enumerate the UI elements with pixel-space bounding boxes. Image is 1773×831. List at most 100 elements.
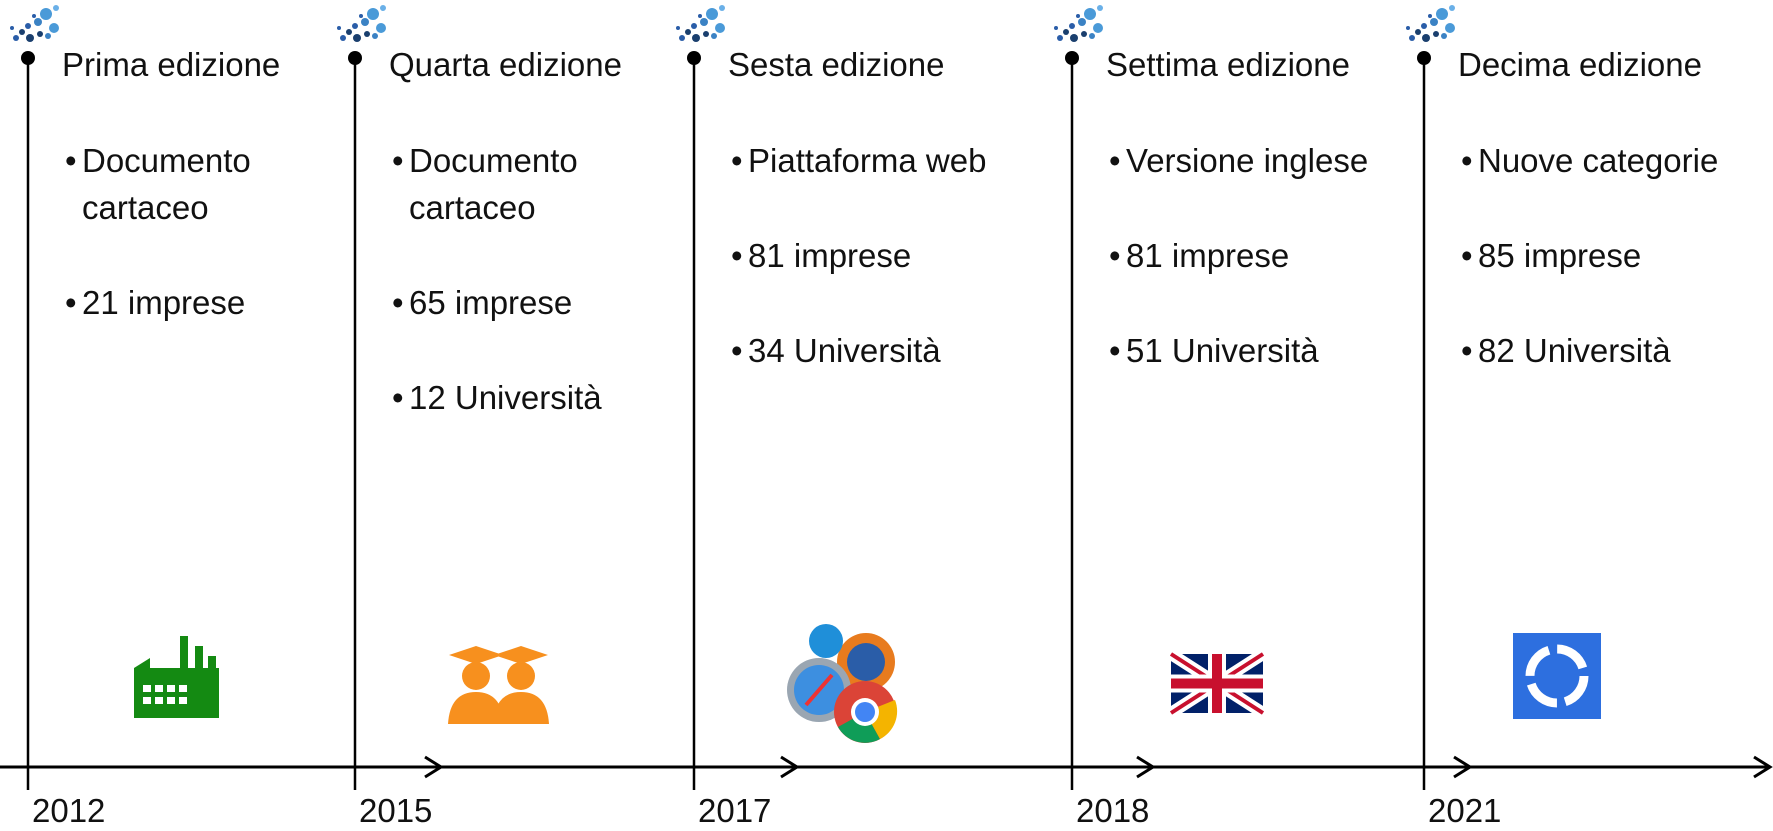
logo-dot [692,34,700,42]
year-label: 2012 [32,792,106,829]
logo-dot [1428,14,1432,18]
bullet-list: Documento cartaceo 65 imprese 12 Universit… [392,137,677,469]
logo-dot [352,23,358,29]
logo-dot [372,33,378,39]
logo-dot [359,14,363,18]
bullet-list: Piattaforma web 81 imprese 34 Università [731,137,1016,422]
logo-dot [45,33,51,39]
logo-dot [1406,26,1410,30]
graduates-icon [448,646,549,724]
bullet-list: Nuove categorie 85 imprese 82 Università [1461,137,1746,422]
logo-dot [1421,23,1427,29]
logo-dot [1422,34,1430,42]
timeline-columns [10,5,1455,790]
logo-dot [40,8,52,20]
logo-dot [1409,35,1415,41]
year-label: 2015 [359,792,433,829]
logo-dot [32,14,36,18]
logo-dot [19,29,25,35]
logo-dot [367,8,379,20]
logo-dot [1445,23,1455,33]
bullet-item: 34 Università [731,327,1016,374]
logo-dot [13,35,19,41]
logo-dot [337,26,341,30]
bullet-item: Nuove categorie [1461,137,1746,184]
logo-dot [346,29,352,35]
logo-dot [361,18,369,26]
logo-dot [698,14,702,18]
logo-dot [1054,26,1058,30]
factory-icon [134,636,219,718]
bullet-item: Piattaforma web [731,137,1016,184]
timeline-node [1417,51,1431,65]
bullet-item: Documento cartaceo [392,137,677,231]
bullet-item: 82 Università [1461,327,1746,374]
browsers-icon [787,624,898,743]
uk-flag-icon [1167,648,1267,719]
bullet-item: 81 imprese [731,232,1016,279]
logo-dot [1441,33,1447,39]
bullet-item: Documento cartaceo [65,137,350,231]
logo-dot [703,31,709,37]
logo-dot [1415,29,1421,35]
edition-title: Prima edizione [62,46,281,83]
logo-dot [1069,23,1075,29]
edition-title: Decima edizione [1458,46,1702,83]
logo-dot [1070,34,1078,42]
logo-dot [34,18,42,26]
logo-dot [364,31,370,37]
bullet-item: 85 imprese [1461,232,1746,279]
logo-dot [1081,31,1087,37]
logo-dot [700,18,708,26]
logo-dot [679,35,685,41]
timeline-node [1065,51,1079,65]
axis-arrows [424,755,1773,779]
logo-dot [706,8,718,20]
edition-title: Settima edizione [1106,46,1350,83]
bullet-list: Documento cartaceo 21 imprese [65,137,350,374]
logo-dot [1097,5,1103,11]
logo-dot [49,23,59,33]
bullet-item: 81 imprese [1109,232,1394,279]
logo-dot [715,23,725,33]
logo-dot [1063,29,1069,35]
bullet-item: 12 Università [392,374,677,421]
year-label: 2018 [1076,792,1150,829]
timeline-node [348,51,362,65]
logo-dot [1076,14,1080,18]
bullet-list: Versione inglese 81 imprese 51 Università [1109,137,1394,422]
logo-dot [1433,31,1439,37]
logo-dot [685,29,691,35]
year-label: 2017 [698,792,772,829]
logo-dot [25,23,31,29]
logo-dot [10,26,14,30]
timeline-node [21,51,35,65]
bullet-item: 21 imprese [65,279,350,326]
logo-dot [711,33,717,39]
logo-dot [1084,8,1096,20]
year-label: 2021 [1428,792,1502,829]
bullet-item: Versione inglese [1109,137,1394,184]
logo-dot [1430,18,1438,26]
logo-dot [1057,35,1063,41]
logo-dot [353,34,361,42]
logo-dot [719,5,725,11]
refresh-icon [1513,633,1601,719]
timeline-node [687,51,701,65]
logo-dot [691,23,697,29]
logo-dot [380,5,386,11]
logo-dot [1089,33,1095,39]
logo-dot [376,23,386,33]
logo-dot [1436,8,1448,20]
logo-dot [26,34,34,42]
edition-title: Sesta edizione [728,46,945,83]
bullet-item: 51 Università [1109,327,1394,374]
edition-title: Quarta edizione [389,46,622,83]
logo-dot [340,35,346,41]
logo-dot [53,5,59,11]
logo-dot [1078,18,1086,26]
logo-dot [676,26,680,30]
logo-dot [1093,23,1103,33]
